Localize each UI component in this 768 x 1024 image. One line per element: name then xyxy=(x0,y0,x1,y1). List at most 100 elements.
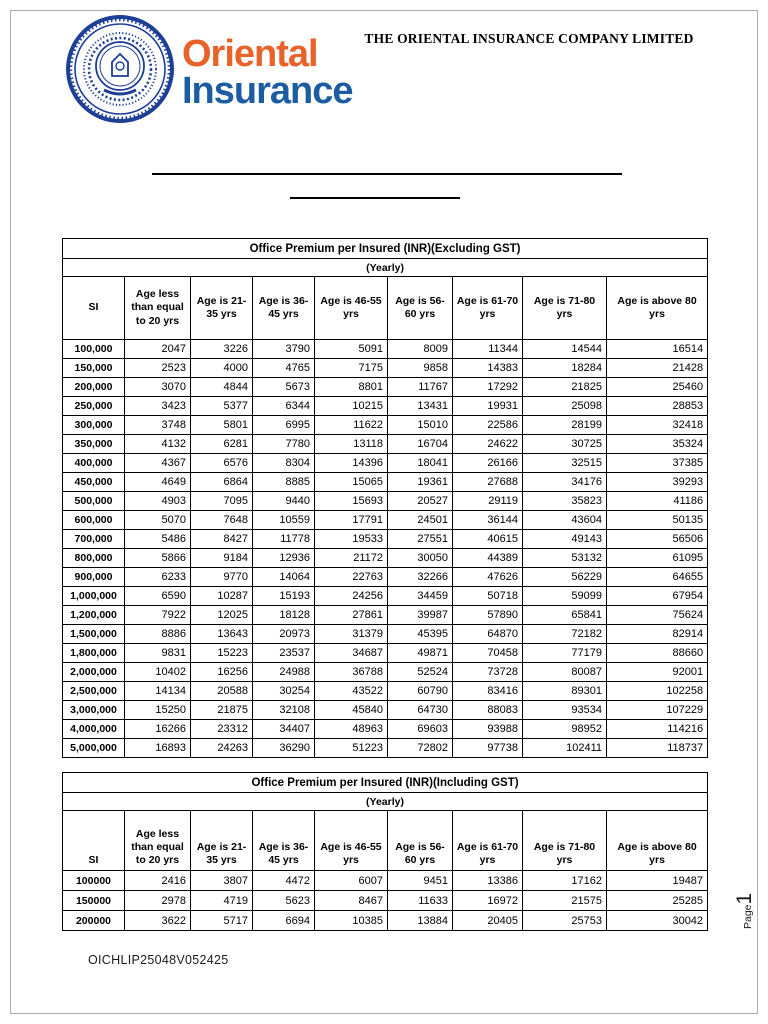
premium-value: 97738 xyxy=(452,738,523,758)
premium-value: 80087 xyxy=(522,662,607,682)
premium-value: 75624 xyxy=(605,605,709,625)
page-number: 1 xyxy=(733,892,756,905)
si-value: 800,000 xyxy=(62,548,125,568)
premium-value: 19487 xyxy=(605,870,709,891)
premium-value: 13884 xyxy=(387,910,453,931)
premium-value: 18128 xyxy=(252,605,315,625)
premium-value: 21875 xyxy=(190,700,253,720)
premium-value: 10287 xyxy=(190,586,253,606)
column-header-8: Age is above 80 yrs xyxy=(605,810,709,871)
premium-value: 6576 xyxy=(190,453,253,473)
premium-value: 49143 xyxy=(522,529,607,549)
premium-value: 24256 xyxy=(314,586,388,606)
premium-value: 3423 xyxy=(124,396,191,416)
premium-value: 14544 xyxy=(522,339,607,359)
si-value: 900,000 xyxy=(62,567,125,587)
table-row: 150000 2978 4719 5623 8467 11633 16972 21575 252… xyxy=(62,890,709,911)
premium-value: 65841 xyxy=(522,605,607,625)
si-value: 200000 xyxy=(62,910,125,931)
premium-value: 7922 xyxy=(124,605,191,625)
premium-value: 21428 xyxy=(605,358,709,378)
premium-value: 20588 xyxy=(190,681,253,701)
premium-value: 15223 xyxy=(190,643,253,663)
premium-value: 6281 xyxy=(190,434,253,454)
premium-value: 89301 xyxy=(522,681,607,701)
premium-value: 2047 xyxy=(124,339,191,359)
premium-value: 6344 xyxy=(252,396,315,416)
uin-code: OICHLIP25048V052425 xyxy=(88,953,229,967)
column-header-6: Age is 61-70 yrs xyxy=(452,810,523,871)
premium-value: 5486 xyxy=(124,529,191,549)
si-value: 2,500,000 xyxy=(62,681,125,701)
premium-value: 34687 xyxy=(314,643,388,663)
premium-value: 44389 xyxy=(452,548,523,568)
si-value: 700,000 xyxy=(62,529,125,549)
premium-value: 34176 xyxy=(522,472,607,492)
table-row: 900,000 6233 9770 14064 22763 32266 47626 56229… xyxy=(62,567,709,587)
premium-value: 17791 xyxy=(314,510,388,530)
table-row: 100,000 2047 3226 3790 5091 8009 11344 14544 165… xyxy=(62,339,709,359)
premium-value: 2978 xyxy=(124,890,191,911)
premium-value: 4472 xyxy=(252,870,315,891)
premium-value: 12025 xyxy=(190,605,253,625)
premium-value: 19533 xyxy=(314,529,388,549)
premium-value: 53132 xyxy=(522,548,607,568)
premium-value: 10402 xyxy=(124,662,191,682)
premium-value: 93988 xyxy=(452,719,523,739)
premium-value: 13386 xyxy=(452,870,523,891)
table-row: 1,200,000 7922 12025 18128 27861 39987 57890 65… xyxy=(62,605,709,625)
premium-value: 57890 xyxy=(452,605,523,625)
premium-value: 6694 xyxy=(252,910,315,931)
premium-value: 98952 xyxy=(522,719,607,739)
premium-value: 8009 xyxy=(387,339,453,359)
premium-value: 37385 xyxy=(605,453,709,473)
premium-value: 32515 xyxy=(522,453,607,473)
column-header-5: Age is 56-60 yrs xyxy=(387,276,453,340)
premium-value: 17292 xyxy=(452,377,523,397)
premium-value: 14134 xyxy=(124,681,191,701)
premium-value: 8304 xyxy=(252,453,315,473)
premium-value: 9451 xyxy=(387,870,453,891)
premium-value: 72802 xyxy=(387,738,453,758)
premium-value: 4903 xyxy=(124,491,191,511)
premium-value: 24988 xyxy=(252,662,315,682)
premium-value: 12936 xyxy=(252,548,315,568)
premium-value: 18041 xyxy=(387,453,453,473)
premium-value: 52524 xyxy=(387,662,453,682)
si-value: 1,200,000 xyxy=(62,605,125,625)
premium-value: 9184 xyxy=(190,548,253,568)
premium-value: 102258 xyxy=(605,681,709,701)
premium-value: 23312 xyxy=(190,719,253,739)
premium-value: 72182 xyxy=(522,624,607,644)
table-row: 2,000,000 10402 16256 24988 36788 52524 73728 8… xyxy=(62,662,709,682)
si-value: 200,000 xyxy=(62,377,125,397)
table-row: 300,000 3748 5801 6995 11622 15010 22586 28199 3… xyxy=(62,415,709,435)
premium-value: 8467 xyxy=(314,890,388,911)
premium-value: 35823 xyxy=(522,491,607,511)
premium-value: 26166 xyxy=(452,453,523,473)
premium-value: 22586 xyxy=(452,415,523,435)
premium-value: 3622 xyxy=(124,910,191,931)
premium-value: 14064 xyxy=(252,567,315,587)
premium-value: 19361 xyxy=(387,472,453,492)
table-row: 5,000,000 16893 24263 36290 51223 72802 97738 1… xyxy=(62,738,709,758)
premium-value: 34459 xyxy=(387,586,453,606)
si-value: 4,000,000 xyxy=(62,719,125,739)
premium-value: 64655 xyxy=(605,567,709,587)
si-value: 5,000,000 xyxy=(62,738,125,758)
premium-value: 16893 xyxy=(124,738,191,758)
si-value: 1,800,000 xyxy=(62,643,125,663)
premium-value: 5070 xyxy=(124,510,191,530)
si-value: 500,000 xyxy=(62,491,125,511)
premium-value: 69603 xyxy=(387,719,453,739)
premium-value: 118737 xyxy=(605,738,709,758)
premium-value: 67954 xyxy=(605,586,709,606)
premium-value: 27861 xyxy=(314,605,388,625)
premium-value: 11778 xyxy=(252,529,315,549)
table-row: 600,000 5070 7648 10559 17791 24501 36144 43604… xyxy=(62,510,709,530)
premium-value: 21575 xyxy=(522,890,607,911)
column-header-5: Age is 56-60 yrs xyxy=(387,810,453,871)
si-value: 300,000 xyxy=(62,415,125,435)
premium-value: 4649 xyxy=(124,472,191,492)
premium-value: 82914 xyxy=(605,624,709,644)
